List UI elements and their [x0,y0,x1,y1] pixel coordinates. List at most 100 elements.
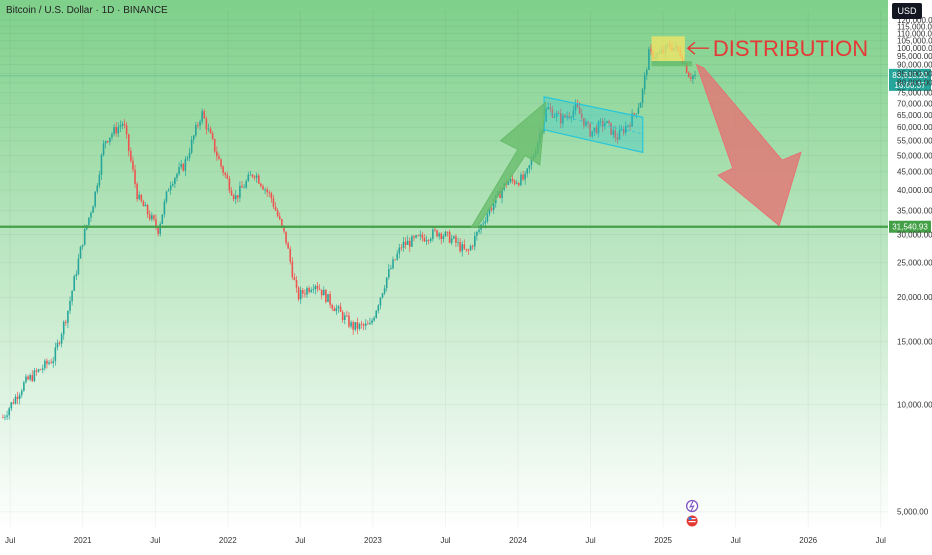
candle-down [408,237,411,253]
candle-body [119,125,122,128]
candle-body [136,183,138,200]
candle-up [4,414,6,421]
candle-down [518,181,520,187]
candle-down [241,181,243,188]
candle-down [148,210,151,221]
candle-down [622,125,625,136]
y-tick-label: 120,000.00 [897,16,932,25]
candle-body [606,120,608,124]
candle-up [180,159,182,170]
candle-body [79,246,82,259]
candle-body [520,174,522,186]
gridlines [0,10,888,528]
candle-body [77,258,80,275]
candle-body [251,174,254,177]
candle-body [593,127,596,132]
candle-body [325,290,327,302]
candle-body [509,178,512,183]
candle-body [272,198,275,207]
candle-body [400,247,403,249]
candle-body [148,214,151,220]
candle-up [599,118,602,127]
candle-down [134,164,136,188]
candle-up [566,111,568,121]
currency-button[interactable]: USD [892,3,922,19]
candle-up [81,244,84,250]
candle-down [564,113,566,119]
candle-up [425,235,428,245]
candle-body [163,201,166,215]
candle-down [362,322,365,331]
candle-body [327,294,329,302]
candle-down [413,234,415,242]
candle-up [369,317,371,325]
candle-down [274,202,277,212]
y-tick-label: 10,000.00 [897,400,932,409]
candle-body [276,210,279,217]
candle-up [641,87,644,108]
candle-body [570,117,573,118]
candle-body [281,219,283,226]
candle-down [333,305,336,312]
candle-body [90,212,92,218]
candle-up [239,181,241,202]
candle-body [358,323,361,329]
price-axis: 120,000.00115,000.00110,000.00105,000.00… [897,16,932,517]
candle-up [627,124,629,129]
candle-up [371,318,373,326]
candle-body [557,113,560,114]
candle-down [157,226,159,237]
candle-up [469,244,472,252]
x-tick-label: 2026 [799,536,817,545]
candle-body [18,394,21,400]
candle-body [157,226,159,234]
candle-down [490,205,493,213]
x-tick-label: Jul [150,536,160,545]
candle-body [69,301,71,311]
candle-up [67,310,69,329]
candle-up [335,304,338,315]
candle-down [278,212,281,221]
candle-down [115,122,117,138]
candle-up [20,388,23,398]
candle-up [364,319,367,330]
candle-down [140,193,143,203]
candle-down [297,286,300,302]
x-tick-label: Jul [440,536,450,545]
candle-up [37,368,40,373]
candle-body [161,214,164,224]
candle-body [553,116,556,118]
candle-body [442,236,445,240]
candle-body [589,123,591,137]
candle-down [459,238,461,253]
candle-down [197,122,199,129]
candle-up [29,373,31,382]
candle-body [637,107,640,114]
candle-body [322,290,325,296]
candle-body [16,396,19,400]
candle-body [268,192,271,193]
candle-up [314,284,317,295]
candle-body [461,244,464,252]
candle-down [146,203,149,218]
candle-up [442,234,445,243]
candle-body [299,290,302,300]
candle-body [121,123,124,126]
candle-body [111,133,113,138]
candle-up [515,179,518,185]
candle-body [364,323,367,326]
candle-up [396,250,398,261]
candle-body [10,402,13,409]
candle-body [98,174,101,186]
candle-body [604,123,606,127]
candle-up [10,401,13,412]
candle-body [306,288,308,295]
candle-up [243,184,245,189]
time-axis-background [0,530,932,550]
candle-down [549,102,552,113]
candle-down [580,108,583,122]
candle-body [392,259,394,269]
candle-down [608,119,610,128]
candle-up [625,121,627,136]
